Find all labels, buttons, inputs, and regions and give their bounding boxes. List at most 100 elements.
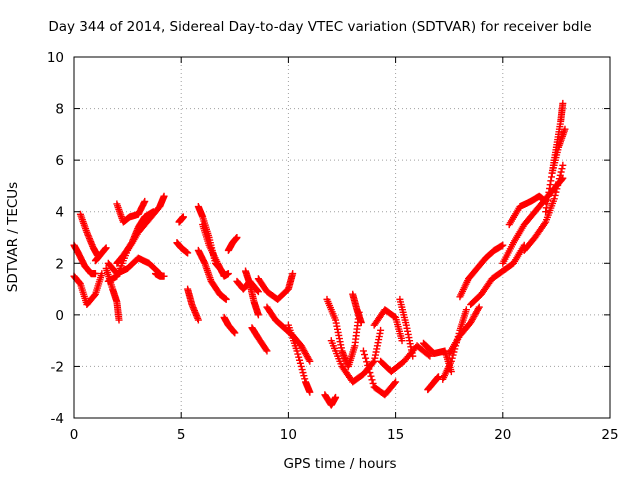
point-marker (550, 195, 558, 203)
point-marker (368, 376, 376, 384)
series-arc-ab (349, 290, 365, 327)
point-marker (367, 372, 375, 380)
point-marker (450, 348, 458, 356)
point-marker (305, 356, 313, 364)
chart-title: Day 344 of 2014, Sidereal Day-to-day VTE… (48, 19, 592, 35)
series-arc-q (224, 234, 241, 254)
point-marker (141, 197, 149, 205)
point-marker (254, 287, 262, 295)
point-marker (557, 168, 565, 176)
series-arc-c (76, 210, 102, 260)
point-marker (364, 361, 372, 369)
point-marker (462, 306, 470, 314)
y-tick-label: 10 (47, 50, 64, 66)
series-arc-v (254, 270, 297, 303)
point-marker (474, 305, 482, 313)
point-marker (332, 393, 340, 401)
series-arc-al (467, 241, 528, 309)
point-marker (448, 354, 456, 362)
series-arc-ac (359, 347, 400, 399)
series-arc-h (113, 197, 149, 226)
point-marker (160, 272, 168, 280)
axis-ticks: 0 5 10 15 20 25 -4 -2 0 2 4 6 8 10 (47, 50, 619, 443)
x-axis-label: GPS time / hours (283, 456, 397, 472)
point-marker (366, 369, 374, 377)
point-marker (454, 333, 462, 341)
series-arc-ao (520, 161, 567, 254)
point-marker (555, 175, 563, 183)
series-arc-u (248, 324, 271, 355)
series-arc-e (102, 264, 123, 324)
point-marker (296, 356, 304, 364)
point-marker (149, 208, 157, 216)
point-marker (263, 347, 271, 355)
point-marker (115, 316, 123, 324)
point-marker (409, 352, 417, 360)
point-marker (449, 351, 457, 359)
point-marker (426, 352, 434, 360)
point-marker (299, 369, 307, 377)
point-marker (362, 354, 370, 362)
y-tick-label: 2 (55, 256, 64, 272)
point-marker (452, 342, 460, 350)
point-marker (294, 350, 302, 358)
point-marker (556, 171, 564, 179)
point-marker (91, 270, 99, 278)
point-marker (363, 358, 371, 366)
y-tick-label: 0 (55, 308, 64, 324)
x-tick-label: 20 (494, 427, 511, 443)
x-tick-label: 10 (280, 427, 297, 443)
x-tick-label: 0 (70, 427, 79, 443)
series-arc-ad (370, 306, 406, 345)
x-tick-label: 15 (387, 427, 404, 443)
point-marker (295, 353, 303, 361)
series-arc-m (184, 285, 202, 324)
point-marker (499, 241, 507, 249)
point-marker (297, 362, 305, 370)
series-arc-b (70, 241, 99, 278)
series-arc-x (284, 321, 314, 396)
point-marker (552, 188, 560, 196)
point-marker (301, 375, 309, 383)
point-marker (447, 357, 455, 365)
point-marker (392, 378, 400, 386)
series-arc-a (70, 270, 106, 309)
point-marker (184, 249, 192, 257)
point-marker (398, 337, 406, 345)
series-arc-i (113, 208, 157, 267)
series-arc-t (242, 267, 262, 319)
series-arc-l (173, 239, 192, 257)
series-arc-ah (424, 373, 442, 394)
point-marker (553, 185, 561, 193)
series-arc-an (505, 192, 550, 229)
point-marker (102, 244, 110, 252)
point-marker (561, 125, 569, 133)
point-marker (451, 345, 459, 353)
point-marker (296, 359, 304, 367)
grid-lines (74, 57, 610, 418)
y-tick-label: -4 (51, 411, 64, 427)
point-marker (541, 220, 549, 228)
point-marker (300, 372, 308, 380)
point-marker (369, 379, 377, 387)
point-marker (551, 191, 559, 199)
point-marker (357, 319, 365, 327)
series-arc-aj (439, 306, 470, 383)
point-marker (306, 388, 314, 396)
x-tick-label: 5 (177, 427, 186, 443)
point-marker (455, 329, 463, 337)
point-marker (475, 303, 483, 311)
series-arc-z (323, 295, 363, 370)
y-tick-label: 8 (55, 102, 64, 118)
series-arc-ae (377, 342, 434, 376)
point-marker (365, 365, 373, 373)
series-arc-p (199, 221, 232, 280)
point-marker (452, 339, 460, 347)
point-marker (559, 161, 567, 169)
point-marker (377, 326, 385, 334)
point-marker (231, 329, 239, 337)
point-marker (194, 316, 202, 324)
point-marker (224, 270, 232, 278)
point-marker (359, 347, 367, 355)
series-arc-ag (419, 339, 455, 376)
